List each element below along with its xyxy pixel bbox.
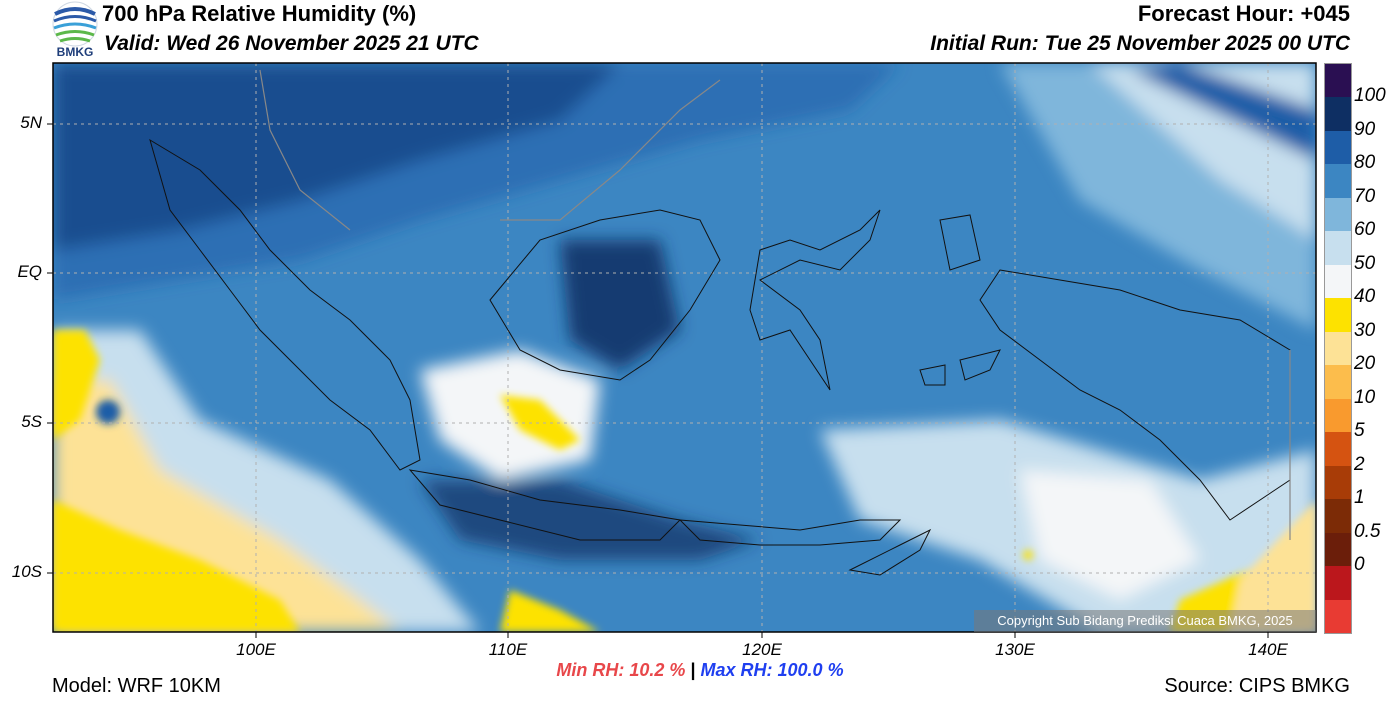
coastlines [149, 138, 1291, 576]
lat-label-5n: 5N [20, 113, 42, 132]
colorbar-label: 80 [1354, 152, 1376, 174]
colorbar-segment [1325, 130, 1351, 165]
lon-label-130e: 130E [995, 640, 1035, 659]
colorbar-label: 2 [1354, 453, 1365, 475]
colorbar-label: 50 [1354, 252, 1376, 274]
chart-title: 700 hPa Relative Humidity (%) [102, 1, 417, 26]
lon-label-100e: 100E [236, 640, 276, 659]
bmkg-logo [52, 1, 98, 47]
colorbar-segment [1325, 499, 1351, 534]
colorbar-segment [1325, 599, 1351, 634]
colorbar-segment [1325, 365, 1351, 400]
min-rh: Min RH: 10.2 % [556, 660, 686, 680]
colorbar-label: 5 [1354, 420, 1365, 442]
lat-label-eq: EQ [17, 262, 42, 281]
colorbar-segment [1325, 398, 1351, 433]
lon-label-110e: 110E [488, 640, 528, 659]
copyright-notice: Copyright Sub Bidang Prediksi Cuaca BMKG… [974, 610, 1316, 632]
colorbar-label: 30 [1354, 319, 1376, 341]
colorbar-label: 100 [1354, 85, 1386, 107]
colorbar-label: 90 [1354, 118, 1376, 140]
colorbar-segment [1325, 331, 1351, 366]
colorbar-label: 10 [1354, 386, 1376, 408]
humidity-field [53, 63, 1316, 632]
colorbar-segment [1325, 465, 1351, 500]
colorbar-segment [1325, 64, 1351, 98]
colorbar-segment [1325, 432, 1351, 467]
colorbar-segment [1325, 532, 1351, 567]
source-label: Source: CIPS BMKG [1164, 675, 1350, 697]
colorbar-segment [1325, 264, 1351, 299]
colorbar-label: 70 [1354, 185, 1376, 207]
lat-label-10s: 10S [11, 562, 42, 581]
borders [259, 69, 1291, 540]
lon-label-140e: 140E [1248, 640, 1288, 659]
rh-stats: Min RH: 10.2 % | Max RH: 100.0 % [0, 660, 1400, 681]
colorbar-label: 1 [1354, 487, 1365, 509]
colorbar-label: 0.5 [1354, 520, 1381, 542]
logo-text: BMKG [56, 45, 94, 59]
model-label: Model: WRF 10KM [52, 675, 221, 697]
initial-run: Initial Run: Tue 25 November 2025 00 UTC [930, 32, 1350, 55]
colorbar-segment [1325, 97, 1351, 132]
colorbar-segment [1325, 164, 1351, 199]
colorbar-label: 20 [1354, 353, 1376, 375]
axis-ticks [47, 123, 1269, 638]
lat-label-5s: 5S [21, 412, 42, 431]
colorbar-segment [1325, 197, 1351, 232]
lon-label-120e: 120E [742, 640, 782, 659]
colorbar-segment [1325, 231, 1351, 266]
colorbar-label: 0 [1354, 554, 1365, 576]
colorbar [1324, 63, 1352, 634]
colorbar-label: 60 [1354, 219, 1376, 241]
colorbar-label: 40 [1354, 286, 1376, 308]
stats-separator: | [690, 660, 696, 680]
colorbar-segment [1325, 566, 1351, 601]
valid-time: Valid: Wed 26 November 2025 21 UTC [104, 32, 479, 55]
max-rh: Max RH: 100.0 % [700, 660, 844, 680]
map-frame [52, 62, 1317, 633]
grid-lines [53, 63, 1316, 632]
forecast-hour: Forecast Hour: +045 [1137, 1, 1350, 26]
colorbar-segment [1325, 298, 1351, 333]
